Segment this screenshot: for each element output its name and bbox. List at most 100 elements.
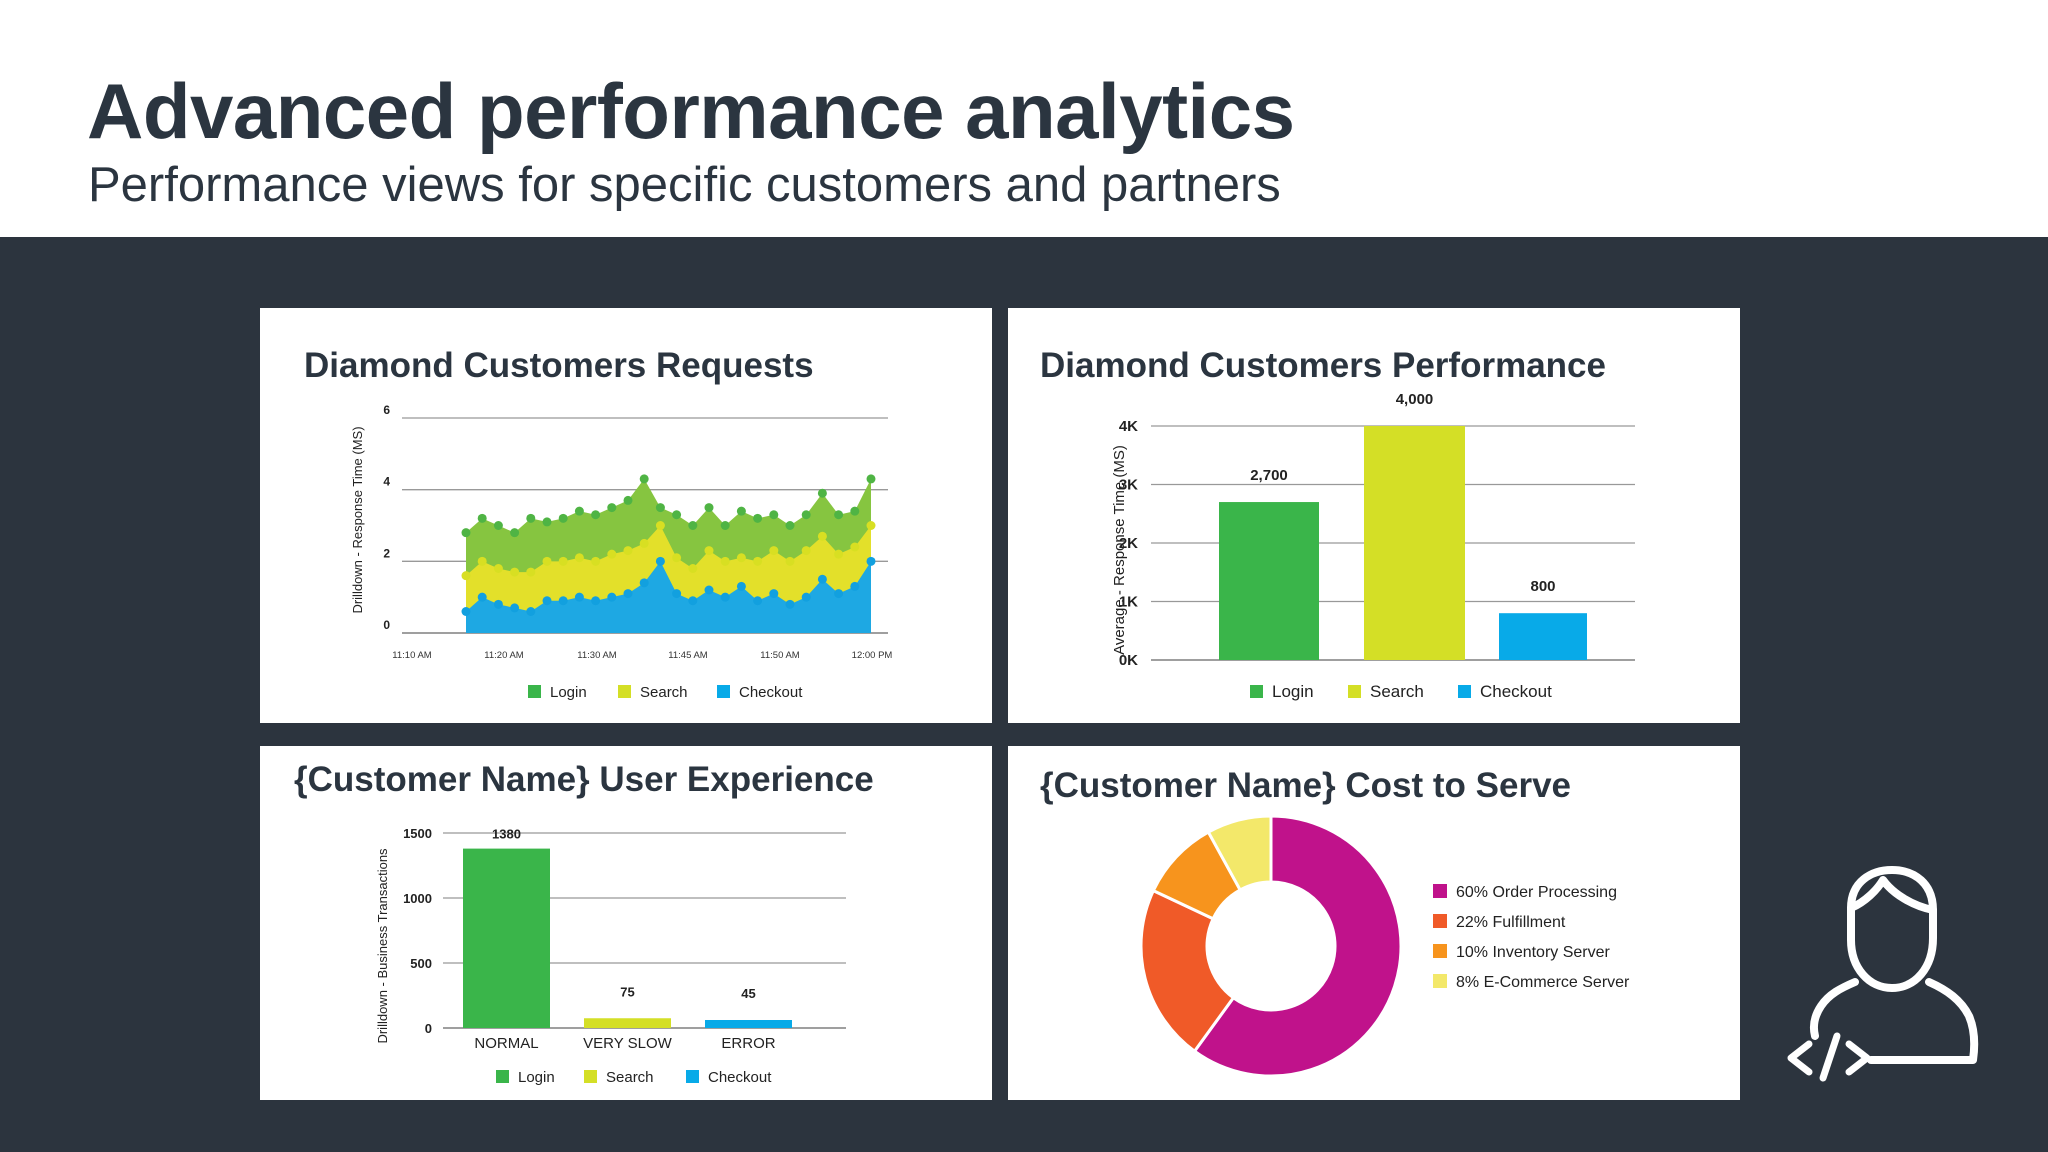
performance-title: Diamond Customers Performance (1040, 346, 1606, 385)
slide-header: Advanced performance analytics Performan… (0, 0, 2048, 237)
data-point (688, 521, 698, 530)
legend-label: Checkout (1480, 682, 1552, 701)
requests-area-chart: 0 2 4 6 Drilldown - Response Time (MS) 11:10 … (350, 403, 892, 701)
data-point (736, 506, 746, 516)
y-tick-label: 0 (383, 618, 390, 632)
user-experience-panel: {Customer Name} User Experience 0 500 1000… (260, 746, 992, 1100)
cost-title: {Customer Name} Cost to Serve (1040, 766, 1571, 805)
donut-slice (1192, 814, 1403, 1078)
data-point (542, 596, 552, 606)
legend-label: 22% Fulfillment (1456, 914, 1566, 931)
x-tick-label: ERROR (721, 1035, 775, 1052)
data-point (834, 510, 844, 520)
legend-swatch (717, 685, 730, 698)
legend-label: Search (606, 1069, 654, 1086)
data-point (801, 510, 811, 520)
data-point (834, 549, 844, 559)
data-label: 1380 (492, 827, 521, 842)
legend-label: Search (640, 684, 688, 701)
y-axis-label: Average - Response Time (MS) (1111, 445, 1128, 655)
legend-label: Login (1272, 682, 1314, 701)
x-tick-label: 11:10 AM (392, 650, 432, 661)
performance-panel: Diamond Customers Performance 0K 1K 2K 3K 4K… (1008, 308, 1740, 723)
legend-swatch (1433, 914, 1447, 928)
y-tick-label: 4K (1119, 418, 1138, 435)
data-point (607, 592, 617, 602)
y-tick-label: 2K (1119, 535, 1138, 552)
data-point (704, 546, 714, 556)
legend-label: 60% Order Processing (1456, 884, 1617, 901)
legend-label: 10% Inventory Server (1456, 944, 1611, 961)
data-point (672, 510, 682, 520)
user-experience-title: {Customer Name} User Experience (294, 760, 874, 799)
data-point (753, 513, 763, 523)
data-point (704, 585, 714, 595)
data-point (736, 553, 746, 563)
legend-swatch (1250, 685, 1263, 698)
data-point (639, 538, 649, 548)
donut-slice (1139, 888, 1236, 1054)
data-point (850, 506, 860, 516)
data-point (785, 556, 795, 566)
data-point (574, 553, 584, 563)
data-point (834, 589, 844, 599)
legend-swatch (528, 685, 541, 698)
data-point (655, 503, 665, 513)
data-point (720, 556, 730, 566)
data-point (542, 517, 552, 527)
data-label: 75 (620, 984, 634, 999)
y-axis-label: Drilldown - Response Time (MS) (350, 426, 365, 613)
data-label: 45 (741, 986, 755, 1001)
data-point (574, 506, 584, 516)
legend-swatch (496, 1070, 509, 1083)
data-point (461, 528, 471, 538)
legend-swatch (1433, 974, 1447, 988)
legend-label: Login (550, 684, 587, 701)
x-tick-label: 11:50 AM (760, 650, 800, 661)
data-point (736, 581, 746, 591)
data-point (753, 556, 763, 566)
data-point (769, 589, 779, 599)
data-point (477, 556, 487, 566)
bar-search (1364, 426, 1465, 660)
data-point (769, 546, 779, 556)
data-label: 2,700 (1250, 467, 1288, 484)
data-point (720, 592, 730, 602)
data-point (591, 510, 601, 520)
data-point (510, 567, 520, 577)
bar-checkout (1499, 613, 1587, 660)
data-point (866, 556, 876, 566)
y-tick-label: 4 (383, 475, 390, 489)
donut-slice (1206, 814, 1273, 892)
data-point (623, 589, 633, 599)
data-point (591, 596, 601, 606)
slide-subtitle: Performance views for specific customers… (88, 158, 1281, 212)
developer-icon (1787, 866, 1979, 1082)
x-tick-label: 11:30 AM (577, 650, 617, 661)
data-point (720, 521, 730, 530)
bar-normal (463, 848, 550, 1028)
data-point (704, 503, 714, 513)
y-tick-label: 2 (383, 546, 390, 560)
data-point (558, 596, 568, 606)
data-point (591, 556, 601, 566)
data-point (477, 513, 487, 523)
legend-swatch (618, 685, 631, 698)
slide-title: Advanced performance analytics (87, 67, 1295, 155)
data-point (558, 513, 568, 523)
data-point (850, 542, 860, 552)
data-point (801, 592, 811, 602)
data-point (672, 553, 682, 563)
y-tick-label: 6 (383, 403, 390, 417)
data-point (477, 592, 487, 602)
data-point (510, 528, 520, 538)
y-tick-label: 1K (1119, 594, 1138, 611)
data-point (607, 549, 617, 559)
legend-label: Checkout (739, 684, 803, 701)
data-point (672, 589, 682, 599)
y-tick-label: 3K (1119, 477, 1138, 494)
x-tick-label: 11:45 AM (668, 650, 708, 661)
data-point (655, 521, 665, 530)
legend-swatch (686, 1070, 699, 1083)
data-point (526, 607, 536, 616)
